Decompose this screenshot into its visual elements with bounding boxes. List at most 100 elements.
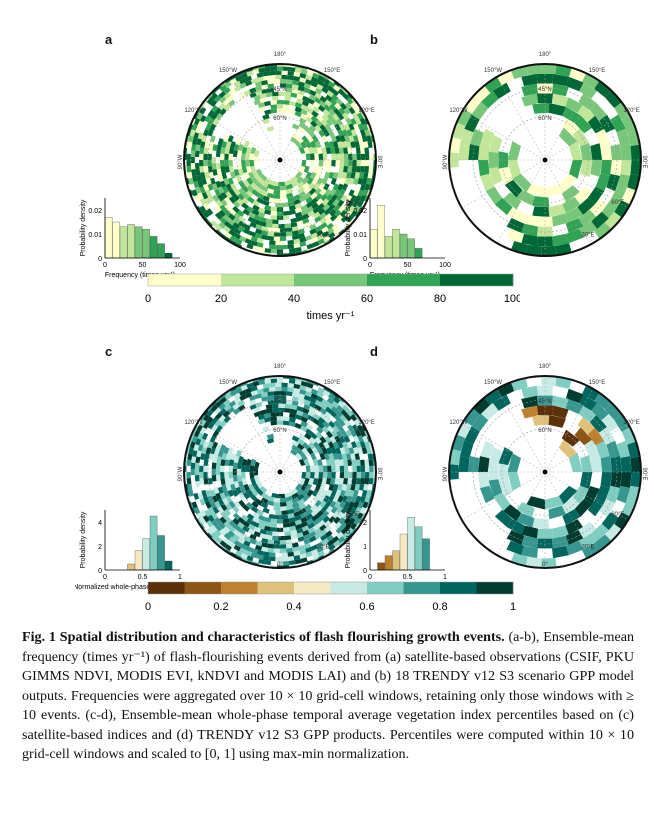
map-cell: [355, 166, 361, 173]
map-cell: [331, 153, 336, 160]
map-cell: [331, 535, 340, 544]
map-cell: [252, 516, 260, 524]
map-cell: [211, 441, 219, 449]
map-cell: [214, 224, 223, 232]
map-cell: [325, 218, 333, 226]
map-cell: [270, 416, 277, 422]
map-cell: [301, 447, 309, 455]
map-cell: [207, 421, 215, 430]
map-cell: [561, 185, 581, 203]
map-cell: [295, 483, 303, 492]
map-cell: [267, 539, 275, 545]
map-cell: [191, 189, 198, 197]
map-cell: [561, 497, 581, 515]
map-cell: [190, 150, 196, 157]
map-cell: [223, 87, 231, 95]
map-cell: [267, 83, 275, 89]
map-cell: [264, 248, 272, 254]
longitude-label: 0°: [277, 562, 283, 568]
map-cell: [614, 414, 631, 432]
y-tick-label: 0: [363, 568, 367, 575]
colorbar-segment: [440, 274, 514, 286]
map-cell: [262, 75, 270, 81]
map-cell: [238, 180, 246, 188]
x-tick-label: 100: [174, 262, 186, 269]
latitude-circle: [236, 116, 324, 204]
map-cell: [525, 244, 542, 256]
map-cell: [256, 197, 264, 204]
map-cell: [267, 79, 274, 85]
colorbar-segment: [476, 582, 514, 594]
map-cell: [237, 220, 246, 228]
map-cell: [348, 205, 356, 214]
map-cell: [261, 396, 269, 402]
map-cell: [297, 89, 305, 96]
map-cell: [320, 222, 328, 230]
map-cell: [308, 406, 317, 413]
map-cell: [357, 135, 364, 143]
map-cell: [300, 425, 308, 432]
map-cell: [299, 549, 307, 555]
map-cell: [584, 439, 600, 459]
meridian-line: [279, 159, 329, 244]
map-cell: [353, 123, 360, 131]
map-cell: [292, 234, 299, 241]
colorbar-segment: [294, 274, 368, 286]
map-cell: [209, 489, 216, 497]
map-cell: [341, 453, 348, 461]
map-cell: [300, 557, 308, 564]
map-cell: [293, 383, 301, 390]
map-cell: [330, 118, 338, 126]
map-cell: [196, 450, 202, 458]
map-cell: [216, 168, 222, 176]
map-cell: [350, 117, 357, 126]
map-cell: [604, 90, 623, 108]
map-cell: [303, 82, 311, 90]
map-cell: [347, 477, 353, 485]
map-cell: [594, 222, 612, 240]
map-cell: [363, 141, 369, 149]
map-cell: [266, 500, 275, 507]
map-cell: [353, 419, 361, 427]
map-cell: [194, 462, 200, 470]
map-cell: [330, 477, 336, 485]
map-cell: [587, 115, 605, 134]
map-cell: [364, 495, 371, 503]
map-cell: [224, 160, 229, 167]
map-cell: [217, 186, 225, 194]
map-cell: [249, 221, 257, 229]
map-cell: [494, 509, 513, 528]
map-cell: [296, 488, 304, 496]
map-cell: [335, 465, 340, 472]
map-cell: [247, 196, 255, 204]
map-cell: [292, 79, 299, 86]
map-cell: [227, 134, 234, 143]
map-cell: [193, 194, 201, 203]
map-cell: [259, 216, 267, 223]
latitude-label: 60°N: [273, 116, 286, 122]
map-cell: [334, 102, 342, 111]
map-cell: [206, 416, 214, 424]
map-cell: [275, 198, 282, 204]
map-cell: [275, 70, 282, 75]
map-cell: [308, 130, 316, 138]
colorbar-tick-label: 20: [215, 293, 227, 305]
map-cell: [249, 538, 257, 545]
map-cell: [324, 171, 330, 179]
map-cell: [206, 97, 214, 105]
map-cell: [217, 486, 224, 494]
map-cell: [280, 194, 287, 199]
map-cell: [219, 180, 226, 188]
colorbar-tick-label: 0.4: [286, 601, 301, 612]
map-cell: [305, 153, 311, 160]
map-cell: [343, 435, 351, 443]
map-cell: [328, 483, 335, 492]
map-cell: [353, 177, 359, 186]
map-cell: [304, 192, 312, 200]
map-cell: [253, 526, 261, 533]
map-cell: [267, 547, 274, 553]
map-cell: [335, 447, 342, 455]
map-cell: [346, 409, 354, 417]
map-cell: [228, 520, 237, 528]
map-cell: [366, 489, 372, 497]
